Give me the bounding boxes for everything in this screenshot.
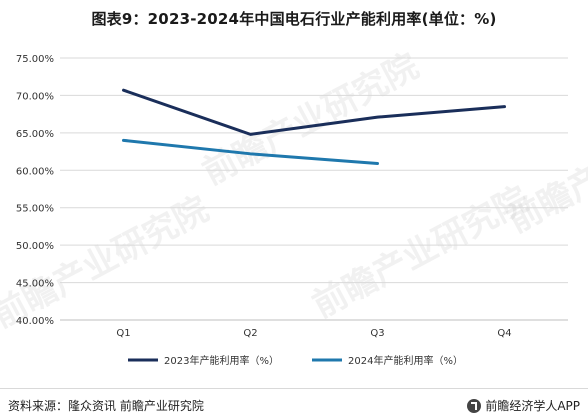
y-tick-label: 55.00% [16,204,54,215]
y-tick-label: 40.00% [16,316,54,327]
y-tick-label: 45.00% [16,279,54,290]
series-line-2 [122,138,379,166]
brand-logo-icon [467,398,482,413]
x-tick-label: Q4 [497,328,511,339]
brand: 前瞻经济学人APP [467,397,580,414]
brand-text: 前瞻经济学人APP [485,399,580,413]
y-tick-label: 65.00% [16,129,54,140]
source-text: 资料来源：隆众资讯 前瞻产业研究院 [8,399,204,413]
footer: 资料来源：隆众资讯 前瞻产业研究院 前瞻经济学人APP [0,388,588,420]
chart-title: 图表9：2023-2024年中国电石行业产能利用率(单位：%) [91,10,497,28]
y-tick-label: 75.00% [16,54,54,65]
x-tick-label: Q2 [243,328,257,339]
x-tick-label: Q3 [370,328,384,339]
legend-label: 2024年产能利用率（%） [348,354,463,367]
x-tick-label: Q1 [116,328,130,339]
y-tick-label: 60.00% [16,166,54,177]
line-chart: 40.00% 45.00% 50.00% 55.00% 60.00% 65.00% 70.0… [16,54,568,367]
legend-label: 2023年产能利用率（%） [164,354,279,367]
series-line-1 [122,88,506,136]
y-tick-label: 70.00% [16,91,54,102]
y-tick-label: 50.00% [16,241,54,252]
